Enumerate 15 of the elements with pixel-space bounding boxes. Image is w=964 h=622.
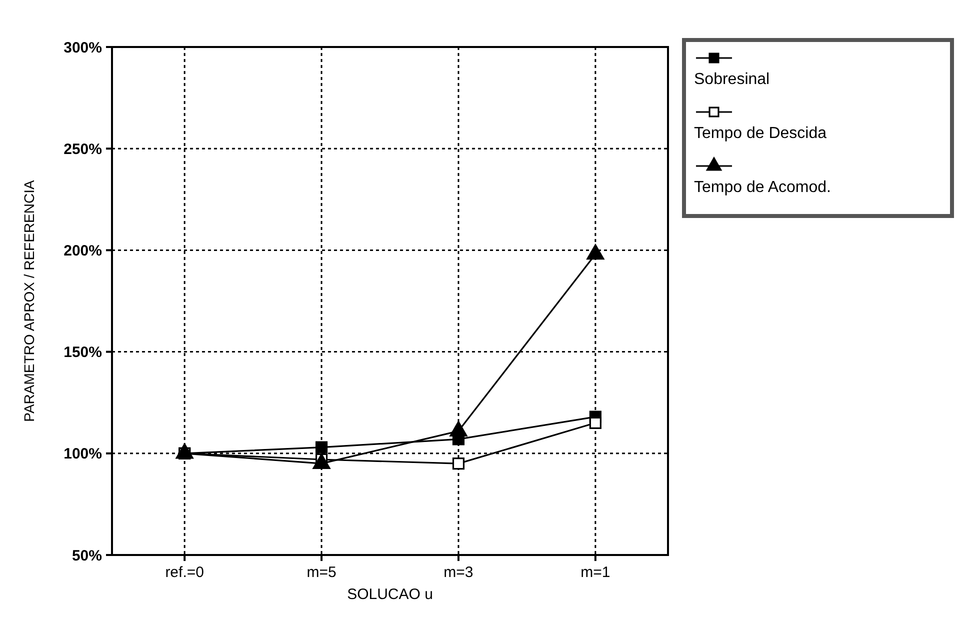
y-tick-label: 200% <box>64 242 102 260</box>
x-tick-label: m=1 <box>580 564 610 581</box>
x-tick-label: ref.=0 <box>165 564 204 581</box>
y-tick-label: 100% <box>64 446 102 463</box>
y-tick-label: 150% <box>64 344 102 362</box>
legend-label: Sobresinal <box>694 71 770 88</box>
legend-label: Tempo de Descida <box>694 125 827 142</box>
y-axis-title: PARAMETRO APROX / REFERENCIA <box>21 180 37 422</box>
y-tick-label: 50% <box>72 547 102 564</box>
x-tick-label: m=5 <box>306 564 336 581</box>
legend-label: Tempo de Acomod. <box>694 179 831 196</box>
y-tick-label: 300% <box>64 39 102 56</box>
y-tick-label: 250% <box>64 140 102 158</box>
x-tick-label: m=3 <box>444 564 474 581</box>
x-axis-title: SOLUCAO u <box>347 586 433 603</box>
